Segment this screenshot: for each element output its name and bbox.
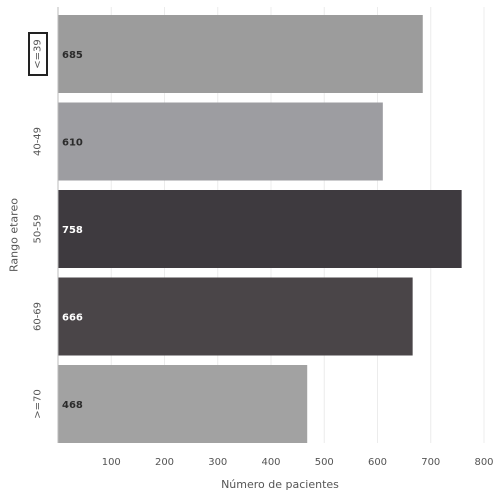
- x-tick-label: 400: [261, 457, 280, 468]
- bar: [58, 277, 413, 356]
- bar-value-label: 468: [62, 400, 83, 411]
- bar-value-label: 685: [62, 50, 83, 61]
- bar: [58, 190, 462, 268]
- bar-value-label: 758: [62, 225, 83, 236]
- x-axis-ticks: 100 200 300 400 500 600 700 800: [102, 457, 494, 468]
- highlight-box: [28, 32, 48, 76]
- x-tick-label: 100: [102, 457, 121, 468]
- category-label: 40-49: [33, 127, 44, 156]
- y-axis-title: Rango etareo: [8, 198, 21, 272]
- bar: [58, 365, 308, 443]
- x-tick-label: 300: [208, 457, 227, 468]
- category-label: 60-69: [33, 302, 44, 331]
- x-tick-label: 500: [315, 457, 334, 468]
- bar: [58, 102, 383, 181]
- y-axis-categories: <=39 40-49 50-59 60-69 >=70: [28, 32, 48, 419]
- bar: [58, 15, 423, 93]
- category-label: 50-59: [33, 214, 44, 243]
- x-tick-label: 700: [421, 457, 440, 468]
- bar-value-label: 666: [62, 313, 83, 324]
- x-tick-label: 800: [474, 457, 493, 468]
- category-label: >=70: [33, 389, 44, 418]
- category-label: <=39: [33, 39, 44, 68]
- x-tick-label: 600: [368, 457, 387, 468]
- x-axis-title: Número de pacientes: [221, 478, 339, 491]
- bars: 685 610 758 666 468: [58, 15, 462, 443]
- bar-value-label: 610: [62, 138, 83, 149]
- x-tick-label: 200: [155, 457, 174, 468]
